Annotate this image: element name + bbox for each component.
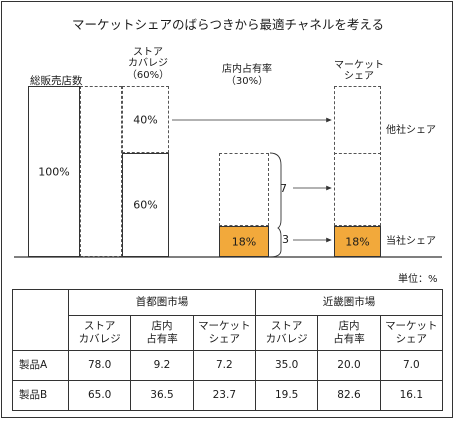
row-label: 製品A: [12, 350, 69, 381]
table-cell: 36.5: [130, 380, 194, 411]
group-header-shutoken: 首都圏市場: [68, 289, 256, 316]
table-cell: 19.5: [254, 380, 319, 411]
column-header: 店内 占有率: [317, 315, 381, 351]
table-cell: 78.0: [67, 350, 132, 381]
store-coverage-pct: （60%）: [126, 70, 170, 81]
column-header: ストア カバレジ: [67, 315, 132, 351]
market-share-label: マーケット シェア: [334, 60, 384, 82]
table-cell: 7.0: [379, 350, 444, 381]
row-label: 製品B: [12, 380, 69, 411]
market-share-value: 18%: [345, 235, 370, 248]
table-cell: 35.0: [254, 350, 319, 381]
column-header: 店内 占有率: [130, 315, 194, 351]
in-store-share-box: 18%: [219, 226, 269, 257]
column-header: マーケット シェア: [192, 315, 256, 351]
in-store-share-pct: （30%）: [225, 76, 269, 87]
table-cell: 23.7: [192, 380, 256, 411]
figure-title: マーケットシェアのばらつきから最適チャネルを考える: [71, 17, 384, 32]
coverage-bottom-value: 60%: [133, 198, 158, 212]
coverage-top-value: 40%: [133, 113, 158, 126]
table-cell: 82.6: [317, 380, 381, 411]
other-share-label: 他社シェア: [386, 125, 436, 136]
column-header: ストア カバレジ: [254, 315, 319, 351]
gap-upper-value: 7: [280, 182, 287, 195]
table-row: 製品B 65.0 36.5 23.7 19.5 82.6 16.1: [12, 380, 444, 411]
total-stores-value: 100%: [38, 165, 70, 178]
store-coverage-label: ストア カバレジ: [128, 47, 168, 69]
in-store-top-box: [219, 153, 269, 226]
unit-label: 単位：%: [398, 274, 438, 285]
market-share-dotted-box: [334, 86, 381, 226]
table-cell: 20.0: [317, 350, 381, 381]
brace-icon: [269, 152, 282, 258]
column-header: マーケット シェア: [379, 315, 444, 351]
table-cell: 9.2: [130, 350, 194, 381]
market-share-divider: [334, 153, 381, 154]
data-table: 首都圏市場 近畿圏市場 ストア カバレジ 店内 占有率 マーケット シェア スト…: [12, 289, 444, 411]
table-row: 製品A 78.0 9.2 7.2 35.0 20.0 7.0: [12, 350, 444, 381]
own-share-label: 当社シェア: [386, 236, 436, 247]
table-corner: [12, 289, 69, 351]
in-store-value: 18%: [231, 235, 257, 248]
in-store-share-label: 店内占有率: [222, 64, 272, 75]
table-cell: 7.2: [192, 350, 256, 381]
coverage-top-box: 40%: [122, 86, 169, 153]
gap-lower-value: 3: [282, 233, 289, 246]
total-stores-label: 総販売店数: [30, 75, 83, 87]
group-header-kinki: 近畿圏市場: [254, 289, 444, 316]
table-cell: 16.1: [379, 380, 444, 411]
table-cell: 65.0: [67, 380, 132, 411]
